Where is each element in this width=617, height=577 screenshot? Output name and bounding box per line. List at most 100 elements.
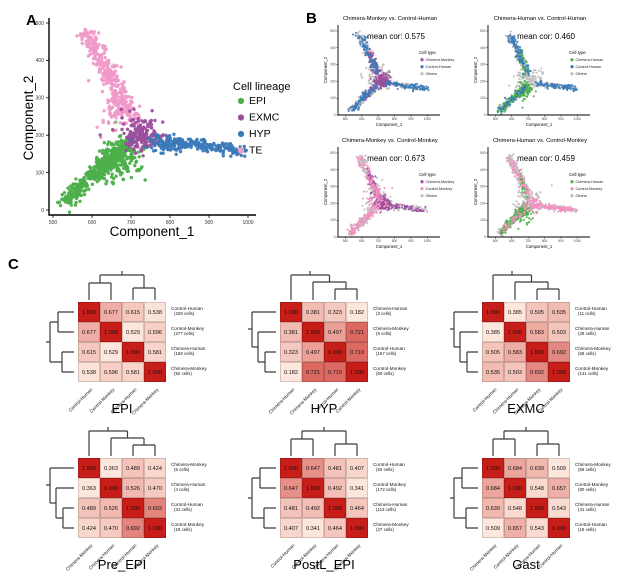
mean-cor-annotation: mean cor: 0.459 (517, 154, 575, 163)
heatmap-row-label: Chimera-Human (4 cells) (171, 482, 206, 493)
x-tick: 900 (408, 117, 414, 121)
legend-title: Cell type (569, 50, 586, 55)
y-tick: 400 (36, 58, 45, 64)
heatmap-title: HYP (310, 401, 338, 416)
clustermap-HYP: 1.000 0.381 0.323 0.182 0.381 1.000 0.497 0.721… (210, 268, 412, 426)
heatmap-cell: 1.000 (78, 458, 100, 478)
heatmap-title: Pre_EPI (97, 557, 147, 572)
x-axis-label: Component_1 (376, 122, 403, 127)
x-tick: 800 (392, 239, 398, 243)
heatmap-row-label: Control-Human (157 cells) (373, 346, 405, 357)
x-axis-label: Component_1 (376, 244, 403, 249)
heatmap-cell: 0.657 (548, 478, 570, 498)
heatmap-cell: 0.543 (548, 498, 570, 518)
heatmap-row-label: Control-Monkey (172 cells) (373, 482, 407, 493)
y-tick: 400 (330, 46, 336, 50)
legend-swatch (420, 72, 424, 76)
heatmap-cell: 0.615 (122, 302, 144, 322)
left-dendrogram (450, 311, 478, 373)
heatmap-cell: 0.481 (324, 458, 346, 478)
y-tick: 400 (480, 168, 486, 172)
legend-item: Chimera-Human (576, 180, 604, 184)
mean-cor-annotation: mean cor: 0.575 (367, 32, 425, 41)
y-tick: 0 (334, 113, 336, 117)
x-tick: 600 (359, 117, 365, 121)
legend-swatch (570, 58, 574, 62)
heatmap-row-label: Chimera-Monkey (68 cells) (575, 346, 611, 357)
heatmap-cell: 1.000 (526, 342, 548, 362)
y-tick: 200 (480, 201, 486, 205)
y-tick: 200 (36, 133, 45, 139)
heatmap-cell: 0.470 (100, 518, 122, 538)
heatmap-cell: 0.583 (526, 322, 548, 342)
y-tick: 200 (330, 201, 336, 205)
panel-a-scatter: 500 600 700 800 900 1000 0 100 200 300 400 500 Compo… (20, 10, 310, 253)
y-tick: 300 (480, 63, 486, 67)
heatmap-cell: 0.509 (482, 518, 504, 538)
y-tick: 0 (334, 235, 336, 239)
subplot-svg: Chimera-Monkey vs. Control-Monkey 500 600 7… (323, 138, 455, 249)
heatmap-cell: 0.381 (280, 322, 302, 342)
heatmap-cell: 1.000 (302, 478, 324, 498)
y-tick: 100 (36, 170, 45, 176)
heatmap-row-label: Chimera-Monkey (92 cells) (171, 366, 207, 377)
legend-swatch (237, 97, 245, 105)
scatter-series-TE (75, 27, 142, 140)
left-dendrogram (46, 467, 74, 529)
legend-item: Control-Monkey (576, 187, 603, 191)
subplot-svg: Chimera-Human vs. Control-Monkey 500 600 70… (473, 138, 604, 249)
legend-swatch (237, 114, 245, 121)
heatmap-row-label: Chimera-Human (28 cells) (575, 326, 610, 337)
heatmap-cell: 1.000 (346, 362, 368, 382)
x-tick: 600 (359, 239, 365, 243)
y-axis-label: Component_2 (473, 56, 478, 83)
y-tick: 100 (330, 96, 336, 100)
legend-item: EPI (249, 95, 266, 107)
x-tick: 700 (526, 239, 532, 243)
heatmap-cell: 0.505 (482, 342, 504, 362)
legend-title: Cell type (419, 50, 436, 55)
scatter-series-Control-Monkey (496, 156, 578, 235)
clustermap-EPI: 1.000 0.677 0.615 0.538 0.677 1.000 0.529 0.596… (8, 268, 210, 426)
heatmap-cell: 0.363 (100, 458, 122, 478)
heatmap-cell: 0.581 (122, 362, 144, 382)
heatmap-cell: 0.684 (504, 458, 526, 478)
heatmap-cell: 0.509 (548, 458, 570, 478)
top-dendrogram (492, 271, 560, 300)
subplot-svg: Chimera-Human vs. Control-Human 500 600 700… (473, 16, 603, 127)
heatmap-cell: 0.526 (100, 498, 122, 518)
y-tick: 300 (330, 63, 336, 67)
y-axis-label: Component_2 (323, 178, 328, 205)
heatmap-cell: 0.543 (526, 518, 548, 538)
heatmap-cell: 1.000 (548, 362, 570, 382)
x-tick: 700 (376, 117, 382, 121)
y-axis-label: Component_2 (473, 178, 478, 205)
heatmap-cell: 1.000 (346, 518, 368, 538)
heatmap-row-label: Control-Monkey (141 cells) (575, 366, 609, 377)
heatmap-cell: 1.000 (144, 518, 166, 538)
heatmap-cell: 0.596 (144, 322, 166, 342)
axes (48, 18, 256, 216)
heatmap-cell: 0.677 (78, 322, 100, 342)
y-tick: 300 (36, 96, 45, 102)
heatmap-cell: 0.341 (346, 478, 368, 498)
top-dendrogram (88, 271, 156, 300)
heatmap-row-label: Chimera-Human (158 cells) (171, 346, 206, 357)
heatmap-title: Gast (512, 557, 540, 572)
heatmap-cell: 0.710 (324, 362, 346, 382)
heatmap-cell: 0.503 (504, 362, 526, 382)
heatmap-row-label: Control-Human (19 cells) (575, 522, 607, 533)
heatmap-cell: 0.529 (100, 342, 122, 362)
heatmap-cell: 0.407 (280, 518, 302, 538)
heatmap-row-label: Chimera-Human (41 cells) (575, 502, 610, 513)
mean-cor-annotation: mean cor: 0.460 (517, 32, 575, 41)
y-tick: 200 (330, 79, 336, 83)
heatmap-cell: 0.323 (280, 342, 302, 362)
heatmap-cell: 0.538 (78, 362, 100, 382)
x-tick: 800 (542, 239, 548, 243)
heatmap-row-label: Chimera-Monkey (9 cells) (373, 326, 409, 337)
heatmap-cell: 1.000 (302, 322, 324, 342)
heatmap-row-label: Control-Monkey (60 cells) (373, 366, 407, 377)
legend-title: Cell type (419, 172, 436, 177)
legend-swatch (420, 180, 424, 184)
